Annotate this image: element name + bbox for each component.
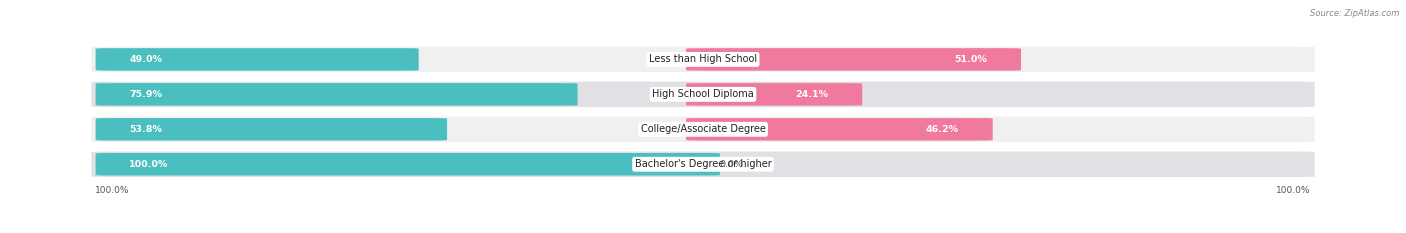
FancyBboxPatch shape — [96, 48, 419, 71]
FancyBboxPatch shape — [91, 151, 1315, 177]
FancyBboxPatch shape — [91, 47, 1315, 72]
Text: 53.8%: 53.8% — [129, 125, 162, 134]
FancyBboxPatch shape — [91, 82, 1315, 107]
FancyBboxPatch shape — [686, 48, 1021, 71]
Text: 49.0%: 49.0% — [129, 55, 162, 64]
Text: Source: ZipAtlas.com: Source: ZipAtlas.com — [1309, 9, 1399, 18]
Text: 24.1%: 24.1% — [796, 90, 828, 99]
FancyBboxPatch shape — [686, 118, 993, 140]
FancyBboxPatch shape — [91, 116, 1315, 142]
Text: 46.2%: 46.2% — [927, 125, 959, 134]
FancyBboxPatch shape — [96, 83, 578, 106]
Text: High School Diploma: High School Diploma — [652, 89, 754, 99]
Text: 51.0%: 51.0% — [955, 55, 987, 64]
FancyBboxPatch shape — [96, 118, 447, 140]
FancyBboxPatch shape — [96, 153, 720, 175]
Text: 100.0%: 100.0% — [129, 160, 169, 169]
Text: Less than High School: Less than High School — [650, 55, 756, 64]
Text: 75.9%: 75.9% — [129, 90, 162, 99]
Text: Bachelor's Degree or higher: Bachelor's Degree or higher — [634, 159, 772, 169]
Text: College/Associate Degree: College/Associate Degree — [641, 124, 765, 134]
FancyBboxPatch shape — [686, 83, 862, 106]
Text: 0.0%: 0.0% — [720, 160, 744, 169]
